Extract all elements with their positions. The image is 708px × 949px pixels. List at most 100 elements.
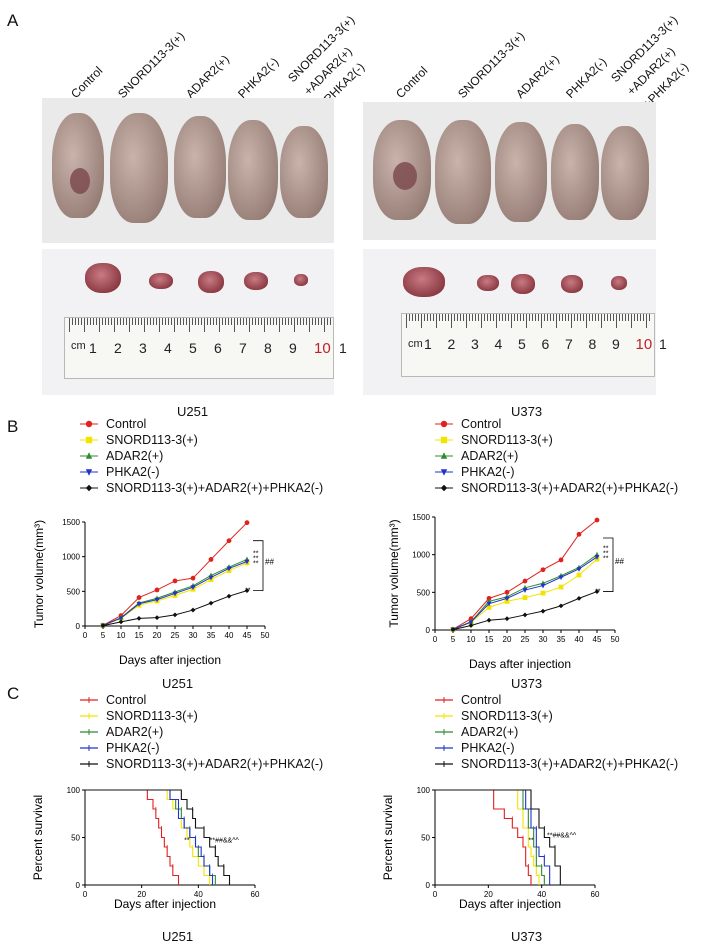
- legend-symbol: [80, 761, 98, 767]
- mouse-snord-r: [435, 120, 491, 224]
- ruler-tick: [117, 318, 118, 325]
- data-point: [540, 583, 546, 589]
- cell-label-bottom-left: U251: [162, 929, 194, 944]
- ruler-tick: [102, 318, 103, 325]
- ruler-tick: [643, 314, 644, 321]
- legend-entry: SNORD113-3(+): [78, 432, 323, 448]
- legend-entry: SNORD113-3(+)+ADAR2(+)+PHKA2(-): [78, 480, 323, 496]
- panel-label-b: B: [7, 417, 19, 436]
- group-label-snord: SNORD113-3(+): [115, 28, 188, 101]
- legend-label: PHKA2(-): [106, 465, 160, 479]
- ruler-tick: [324, 318, 325, 332]
- legend-label: ADAR2(+): [106, 449, 164, 463]
- y-tick-label: 50: [421, 834, 430, 843]
- ruler-tick: [481, 314, 482, 328]
- ruler-number: 7: [239, 340, 247, 356]
- ruler-tick: [496, 314, 497, 328]
- ruler-tick: [156, 318, 157, 325]
- x-tick-label: 30: [189, 631, 198, 640]
- ruler-tick: [192, 318, 193, 325]
- ruler-tick: [246, 318, 247, 325]
- data-point: [594, 589, 600, 594]
- legend-symbol: [80, 729, 98, 735]
- data-point: [594, 555, 600, 560]
- ruler-tick: [649, 314, 650, 321]
- ruler-tick: [406, 314, 407, 328]
- ruler-number: 8: [264, 340, 272, 356]
- ruler-number: 2: [447, 336, 456, 352]
- data-point: [244, 520, 250, 526]
- data-point: [558, 575, 564, 581]
- x-tick-label: 45: [243, 631, 252, 640]
- survival-step-line: [85, 789, 180, 885]
- group-label-phka: PHKA2(-): [235, 54, 282, 101]
- ruler-tick: [315, 318, 316, 325]
- x-tick-label: 20: [484, 890, 493, 899]
- data-point: [576, 567, 582, 572]
- tumor-phka: [244, 272, 268, 290]
- ruler-tick: [538, 314, 539, 321]
- ruler-tick: [646, 314, 647, 328]
- x-tick-label: 0: [83, 631, 88, 640]
- legend-entry: PHKA2(-): [433, 464, 678, 480]
- ruler-tick: [610, 314, 611, 321]
- mouse-control-r: [373, 120, 431, 220]
- significance-mark: **: [595, 589, 601, 596]
- y-tick-label: 100: [67, 786, 81, 795]
- x-tick-label: 30: [539, 635, 548, 644]
- data-point: [190, 575, 196, 581]
- group-label-control: Control: [68, 63, 106, 101]
- ruler-tick: [553, 314, 554, 321]
- survival-chart-u251: 0 20 40 60 0 50 100 Percent survival Days after …: [31, 786, 260, 911]
- ruler-tick: [183, 318, 184, 325]
- y-tick-label: 0: [76, 881, 81, 890]
- survival-step-line: [435, 789, 532, 885]
- group-label-adar: ADAR2(+): [183, 52, 232, 101]
- ruler-tick: [72, 318, 73, 325]
- data-point: [226, 593, 232, 599]
- ruler-tick: [201, 318, 202, 325]
- ruler-tick: [535, 314, 536, 321]
- significance-mark: **: [603, 551, 609, 558]
- data-point: [486, 617, 492, 623]
- data-point: [558, 557, 564, 563]
- data-point: [118, 616, 124, 621]
- ruler-tick: [276, 318, 277, 325]
- y-tick-label: 1500: [62, 518, 80, 527]
- ruler-tick: [285, 318, 286, 325]
- ruler-tick: [631, 314, 632, 328]
- legend-entry: ADAR2(+): [433, 724, 678, 740]
- ruler-tick: [577, 314, 578, 321]
- ruler-tick: [592, 314, 593, 321]
- x-tick-label: 40: [225, 631, 234, 640]
- data-point: [136, 615, 142, 621]
- ruler-tick: [523, 314, 524, 321]
- ruler-tick: [99, 318, 100, 332]
- ruler-tick: [493, 314, 494, 321]
- data-point: [576, 595, 582, 601]
- ruler-unit-r: cm: [408, 338, 423, 350]
- survival-step-line: [435, 789, 551, 885]
- ruler-tick: [487, 314, 488, 321]
- data-point: [504, 598, 510, 604]
- x-tick-label: 20: [137, 890, 146, 899]
- ruler-tick: [174, 318, 175, 332]
- ruler-tick: [613, 314, 614, 321]
- legend-label: ADAR2(+): [461, 449, 519, 463]
- ruler-tick: [505, 314, 506, 321]
- legend-label: ADAR2(+): [106, 725, 164, 739]
- ruler-tick: [195, 318, 196, 325]
- data-point: [136, 595, 142, 600]
- ruler-tick: [177, 318, 178, 325]
- ruler-tick: [529, 314, 530, 321]
- ruler-number: 3: [471, 336, 479, 352]
- data-point: [208, 575, 214, 581]
- ruler-tick: [120, 318, 121, 325]
- ruler-tick: [625, 314, 626, 321]
- tumor-control-r: [403, 267, 445, 297]
- ruler-tick: [433, 314, 434, 321]
- y-tick-label: 1000: [412, 551, 430, 560]
- legend-symbol: [435, 729, 453, 735]
- ruler-unit: cm: [71, 340, 86, 352]
- mouse-snord: [110, 113, 168, 223]
